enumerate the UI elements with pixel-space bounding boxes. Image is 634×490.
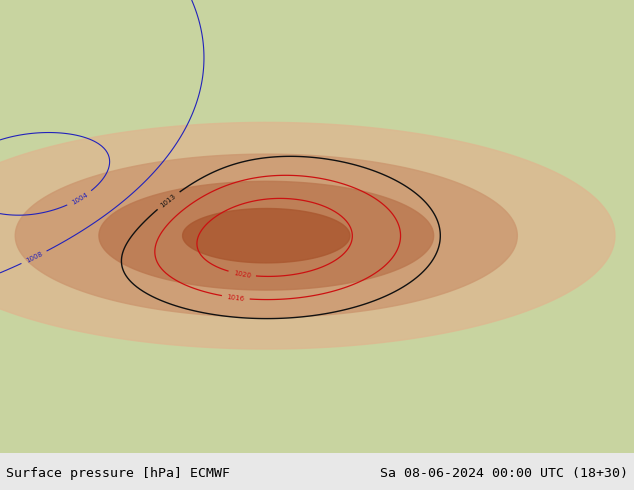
Polygon shape [15, 154, 517, 317]
Text: Sa 08-06-2024 00:00 UTC (18+30): Sa 08-06-2024 00:00 UTC (18+30) [380, 467, 628, 480]
Text: 1016: 1016 [226, 294, 245, 302]
Text: 1020: 1020 [233, 270, 252, 279]
Polygon shape [0, 122, 615, 349]
Text: 1013: 1013 [160, 193, 178, 208]
Text: Surface pressure [hPa] ECMWF: Surface pressure [hPa] ECMWF [6, 467, 230, 480]
Text: 1004: 1004 [70, 192, 89, 206]
Text: 1008: 1008 [25, 251, 44, 264]
Polygon shape [183, 209, 350, 263]
Polygon shape [99, 181, 434, 290]
